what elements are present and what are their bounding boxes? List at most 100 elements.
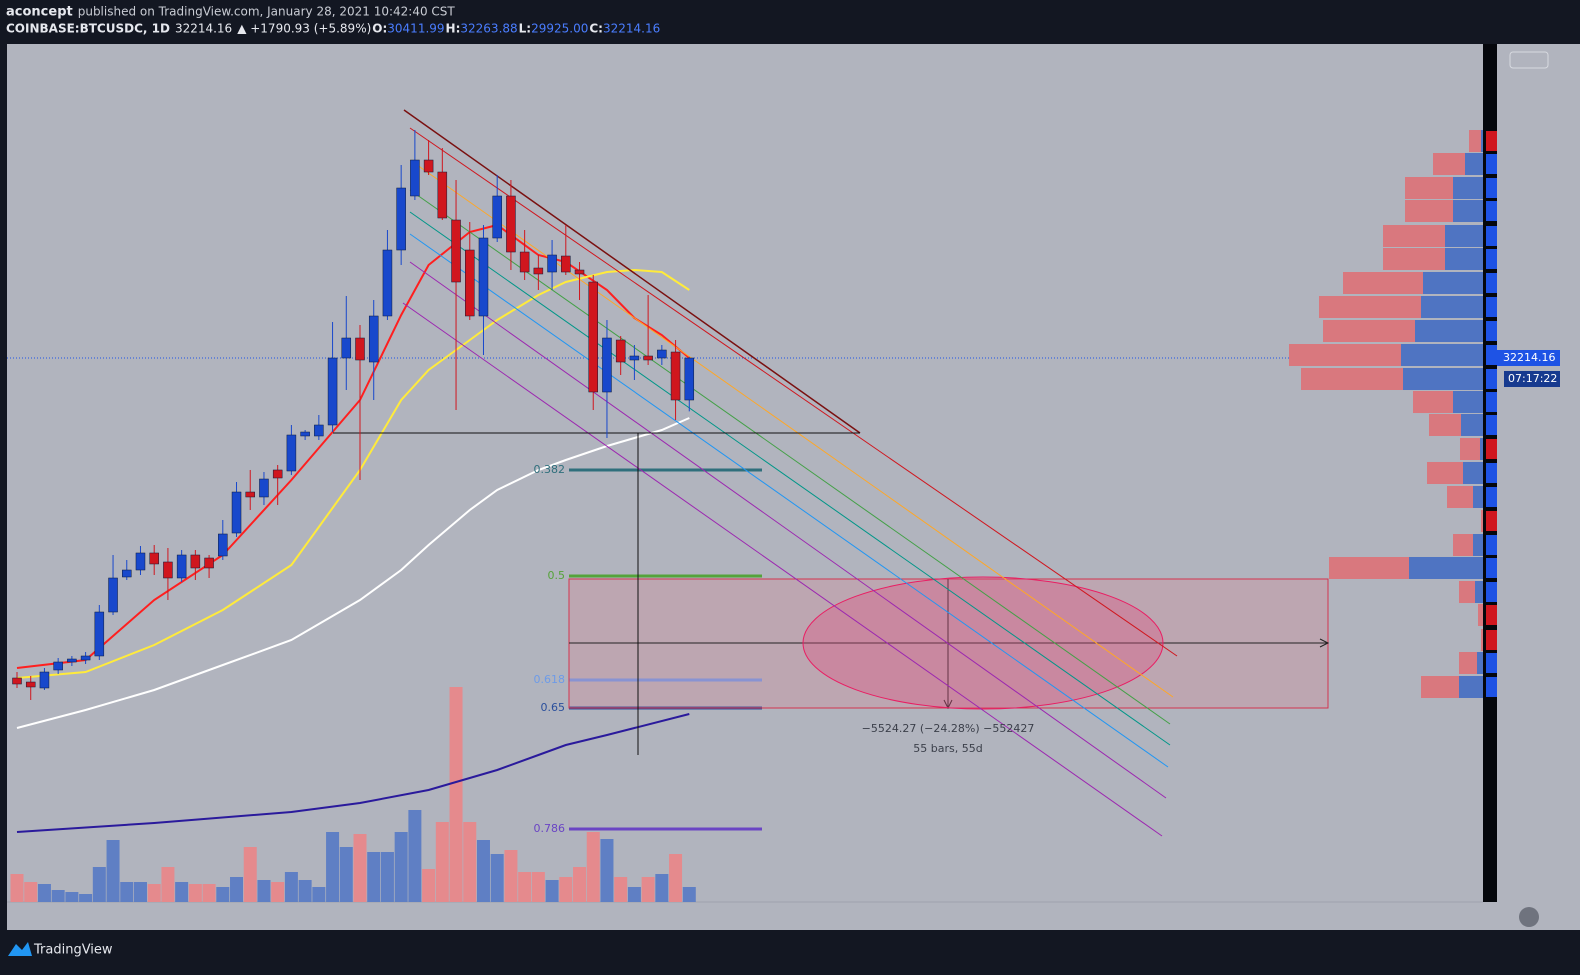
volume-bar — [641, 877, 655, 902]
volume-bar — [339, 847, 353, 902]
author: aconcept — [6, 5, 73, 20]
fib-label: 0.618 — [534, 673, 566, 686]
measure-change: −5524.27 (−24.28%) −552427 — [862, 722, 1035, 735]
volume-bar — [202, 884, 216, 902]
pitchfork-line — [409, 159, 1174, 698]
volume-bar — [106, 840, 120, 902]
arrow-head — [1319, 638, 1330, 648]
profile-down — [1413, 391, 1453, 414]
volume-bar — [188, 884, 202, 902]
profile-down — [1447, 485, 1473, 508]
volume-bar — [490, 854, 504, 902]
brand: TradingView — [33, 943, 113, 958]
axis-profile — [1486, 630, 1497, 651]
axis-profile — [1486, 557, 1497, 578]
candle-body — [149, 552, 159, 565]
profile-down — [1323, 320, 1415, 343]
profile-down — [1405, 177, 1453, 200]
candle-body — [108, 577, 118, 613]
footer — [0, 930, 1580, 975]
axis-profile — [1486, 344, 1497, 365]
axis-profile — [1486, 511, 1497, 532]
close-value: 32214.16 — [603, 22, 660, 36]
profile-up — [1465, 152, 1483, 175]
candle-body — [314, 424, 324, 437]
countdown-bg — [1504, 370, 1560, 387]
profile-up — [1461, 413, 1483, 436]
toolbar-button[interactable] — [1509, 51, 1549, 69]
volume-bar — [504, 850, 518, 902]
pitchfork-line — [402, 302, 1163, 837]
published: published on TradingView.com, January 28… — [78, 5, 456, 19]
candle-body — [163, 561, 173, 579]
profile-up — [1421, 296, 1483, 319]
high-label: H: — [446, 22, 461, 36]
profile-up — [1453, 200, 1483, 223]
candle-body — [602, 337, 612, 393]
volume-bar — [51, 890, 65, 902]
price-label: 32214.16 — [1503, 351, 1556, 364]
candle-body — [245, 491, 255, 498]
candle-body — [465, 249, 475, 317]
profile-down — [1329, 556, 1409, 579]
volume-bar — [627, 887, 641, 902]
settings-button[interactable] — [1519, 907, 1539, 927]
volume-bar — [10, 874, 24, 902]
axis-profile — [1486, 604, 1497, 625]
profile-down — [1427, 461, 1463, 484]
logo — [8, 942, 32, 956]
candle-body — [423, 159, 434, 173]
countdown: 07:17:22 — [1508, 372, 1557, 385]
volume-bar — [79, 894, 93, 902]
moving-average — [16, 417, 690, 729]
candle-body — [506, 195, 516, 253]
profile-up — [1475, 581, 1483, 604]
candle-body — [231, 491, 242, 534]
fib-label: 0.5 — [548, 569, 566, 582]
axis-profile — [1486, 439, 1497, 460]
candle-body — [176, 554, 187, 579]
pitchfork-line — [409, 127, 1178, 657]
profile-down — [1433, 152, 1465, 175]
candle-body — [204, 557, 214, 569]
candle-body — [327, 357, 338, 426]
axis-profile — [1486, 392, 1497, 413]
volume-bar — [37, 884, 51, 902]
volume-bar — [65, 892, 79, 902]
fib-label: 0.786 — [534, 822, 566, 835]
volume-bar — [682, 887, 696, 902]
axis-profile — [1486, 321, 1497, 342]
profile-up — [1463, 461, 1483, 484]
axis-profile — [1486, 178, 1497, 199]
candle-body — [588, 281, 598, 393]
candle-body — [135, 552, 146, 571]
candle-body — [670, 351, 681, 401]
profile-down — [1478, 603, 1483, 626]
header: aconcept published on TradingView.com, J… — [6, 5, 660, 36]
close-label: C: — [589, 22, 603, 36]
profile-down — [1481, 510, 1483, 533]
symbol: COINBASE:BTCUSDC, 1D — [6, 22, 170, 36]
profile-up — [1423, 271, 1483, 294]
moving-average — [16, 268, 690, 679]
profile-up — [1481, 130, 1483, 153]
volume-bar — [367, 852, 381, 902]
profile-up — [1473, 485, 1483, 508]
candle-body — [657, 349, 667, 359]
candle-body — [382, 249, 393, 317]
candle-body — [218, 533, 228, 557]
ellipse — [802, 576, 1164, 710]
volume-bar — [24, 882, 38, 902]
pitchfork-line — [409, 211, 1171, 746]
volume-bar — [531, 872, 545, 902]
candle-body — [39, 671, 50, 689]
candle-body — [67, 658, 77, 663]
profile-down — [1459, 652, 1477, 675]
axis-profile — [1486, 486, 1497, 507]
measure-span: 55 bars, 55d — [913, 742, 982, 755]
candle-body — [300, 431, 310, 437]
axis-profile — [1486, 582, 1497, 603]
axis-profile — [1486, 201, 1497, 222]
fib-label: 0.382 — [534, 463, 566, 476]
